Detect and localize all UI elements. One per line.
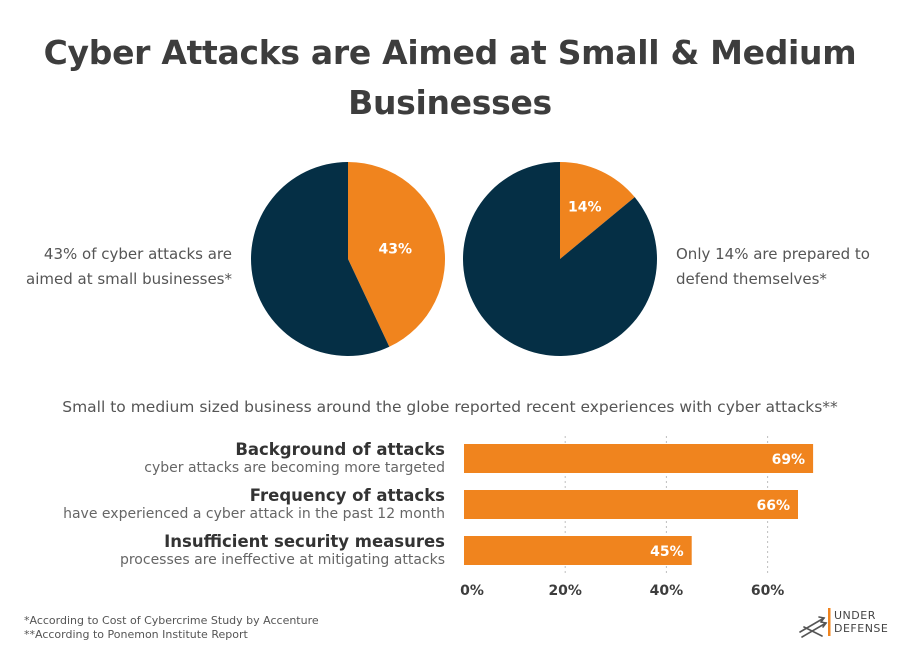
pie-2-slice-1 [560,162,635,259]
logo-line-2: DEFENSE [834,622,889,635]
bar-label-head: Frequency of attacks [249,486,445,505]
right-pie-caption: Only 14% are prepared to defend themselv… [676,242,886,292]
bar-value-label: 45% [650,544,684,560]
bar-label-frequency: Frequency of attacks have experienced a … [5,486,445,523]
pie-1-slice-2 [251,162,390,356]
bar-value-label: 66% [756,498,790,514]
bar-label-sub: have experienced a cyber attack in the p… [63,506,445,522]
chart-title: Cyber Attacks are Aimed at Small & Mediu… [0,28,900,128]
bar [464,490,798,519]
x-tick-label: 0% [460,583,484,599]
right-pie-caption-line-2: defend themselves* [676,270,827,288]
bar [464,444,814,473]
pie-2-value-label: 14% [568,199,602,215]
x-tick-label: 60% [751,583,785,599]
x-tick-label: 20% [548,583,582,599]
title-line-1: Cyber Attacks are Aimed at Small & Mediu… [43,33,857,72]
logo-wordmark: UNDER DEFENSE [834,609,888,635]
pie-1-value-label: 43% [379,241,413,257]
x-tick-label: 40% [650,583,684,599]
arrows-logo-icon [799,608,831,638]
left-pie-caption-line-1: 43% of cyber attacks are [43,245,232,263]
pie-charts: 43% 14% [251,162,658,356]
left-pie-caption: 43% of cyber attacks are aimed at small … [20,242,232,292]
bar-label-insufficient: Insufficient security measures processes… [5,532,445,569]
bar [464,536,692,565]
bar-value-label: 69% [772,452,806,468]
bar-chart: 0% 20% 40% 60% 69% 66% 45% [460,436,814,599]
pie-2-slice-2 [463,162,658,356]
right-pie-caption-line-1: Only 14% are prepared to [676,245,870,263]
left-pie-caption-line-2: aimed at small businesses* [26,270,232,288]
title-line-2: Businesses [348,83,552,122]
bar-label-sub: cyber attacks are becoming more targeted [144,460,445,476]
footnote-1: *According to Cost of Cybercrime Study b… [24,614,319,627]
bar-label-background: Background of attacks cyber attacks are … [5,440,445,477]
logo-line-1: UNDER [834,609,876,622]
footnotes: *According to Cost of Cybercrime Study b… [24,614,319,642]
bar-label-head: Background of attacks [235,440,445,459]
underdefense-logo: UNDER DEFENSE [798,606,888,640]
bar-label-head: Insufficient security measures [164,532,445,551]
pie-1-slice-1 [348,162,446,347]
bar-label-sub: processes are ineffective at mitigating … [119,552,445,568]
bar-chart-subtitle: Small to medium sized business around th… [62,398,838,416]
footnote-2: **According to Ponemon Institute Report [24,628,248,641]
